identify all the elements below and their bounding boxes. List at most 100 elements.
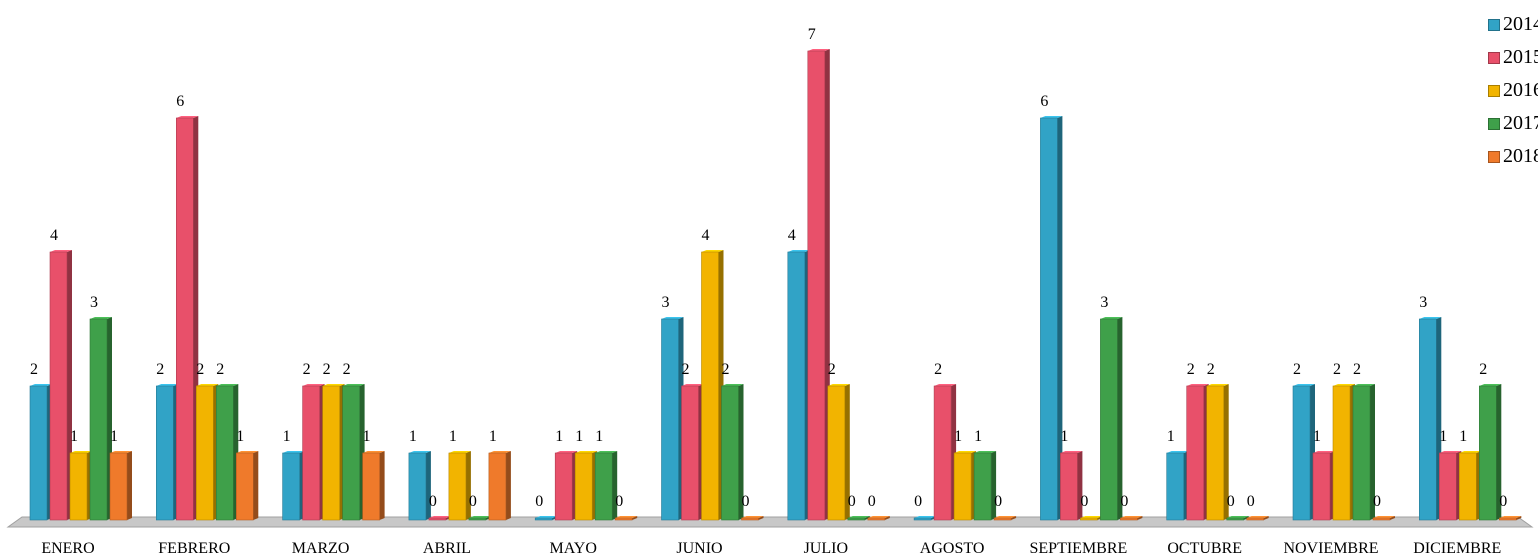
bar-julio-2014 — [787, 250, 810, 521]
data-label: 1 — [575, 428, 583, 445]
legend-label: 2015 — [1503, 46, 1538, 68]
data-label: 0 — [742, 493, 750, 510]
bar-febrero-2015 — [176, 116, 199, 521]
data-label: 0 — [1120, 493, 1128, 510]
bar-julio-2016 — [827, 384, 850, 521]
bar-junio-2016 — [701, 250, 724, 521]
bar-febrero-2017 — [216, 384, 239, 521]
legend-swatch — [1488, 150, 1500, 163]
bar-diciembre-2014 — [1419, 317, 1442, 521]
bar-febrero-2014 — [156, 384, 179, 521]
x-tick-label: NOVIEMBRE — [1283, 540, 1378, 557]
legend-label: 2014 — [1503, 13, 1538, 35]
bar-noviembre-2018 — [1372, 516, 1395, 521]
data-label: 1 — [1167, 428, 1175, 445]
data-label: 1 — [954, 428, 962, 445]
bar-noviembre-2017 — [1352, 384, 1375, 521]
bar-diciembre-2016 — [1459, 451, 1482, 521]
bar-agosto-2017 — [973, 451, 997, 521]
bar-septiembre-2016 — [1080, 516, 1103, 521]
legend-label: 2018² — [1503, 145, 1538, 167]
data-label: 2 — [196, 361, 204, 378]
bar-enero-2018 — [109, 451, 132, 521]
legend-item: 2015 — [1488, 41, 1538, 74]
data-label: 3 — [1419, 294, 1427, 311]
data-label: 6 — [1040, 93, 1048, 110]
bar-octubre-2017 — [1226, 516, 1249, 521]
bar-marzo-2016 — [322, 384, 345, 521]
legend-swatch — [1488, 18, 1500, 31]
legend-swatch — [1488, 84, 1500, 97]
data-label: 1 — [1313, 428, 1321, 445]
bar-octubre-2014 — [1166, 451, 1189, 521]
data-label: 1 — [409, 428, 417, 445]
bar-junio-2015 — [681, 384, 704, 521]
bar-diciembre-2017 — [1479, 384, 1502, 521]
data-label: 1 — [489, 428, 497, 445]
legend-item: 2017 — [1488, 107, 1538, 140]
x-tick-label: OCTUBRE — [1167, 540, 1242, 557]
legend-swatch — [1488, 51, 1500, 64]
bar-noviembre-2014 — [1292, 384, 1315, 521]
data-label: 2 — [343, 361, 351, 378]
data-label: 6 — [176, 93, 184, 110]
x-tick-label: DICIEMBRE — [1413, 540, 1501, 557]
data-label: 2 — [1353, 361, 1361, 378]
x-tick-label: ENERO — [41, 540, 94, 557]
data-label: 1 — [1060, 428, 1068, 445]
data-label: 2 — [828, 361, 836, 378]
x-tick-label: AGOSTO — [920, 540, 985, 557]
data-label: 3 — [90, 294, 98, 311]
bar-febrero-2016 — [196, 384, 219, 521]
data-label: 2 — [1479, 361, 1487, 378]
bar-septiembre-2014 — [1040, 116, 1063, 521]
bar-octubre-2018 — [1246, 516, 1269, 521]
bar-octubre-2016 — [1206, 384, 1229, 521]
data-label: 0 — [848, 493, 856, 510]
data-label: 0 — [1499, 493, 1507, 510]
data-label: 0 — [1247, 493, 1255, 510]
legend-item: 2016 — [1488, 74, 1538, 107]
data-label: 0 — [1227, 493, 1235, 510]
x-tick-label: FEBRERO — [158, 540, 230, 557]
legend: 2014 2015 2016 2017 2018² — [1488, 8, 1538, 173]
x-tick-label: JUNIO — [676, 540, 722, 557]
data-label: 1 — [70, 428, 78, 445]
data-label: 1 — [974, 428, 982, 445]
data-label: 1 — [236, 428, 244, 445]
data-label: 1 — [110, 428, 118, 445]
data-label: 1 — [283, 428, 291, 445]
x-tick-label: MARZO — [292, 540, 350, 557]
data-label: 7 — [808, 26, 816, 43]
data-label: 2 — [682, 361, 690, 378]
bar-noviembre-2015 — [1312, 451, 1335, 521]
bar-diciembre-2015 — [1439, 451, 1462, 521]
bar-enero-2016 — [69, 451, 92, 521]
data-label: 2 — [1187, 361, 1195, 378]
bar-junio-2017 — [721, 384, 744, 521]
data-label: 2 — [323, 361, 331, 378]
bar-abril-2018 — [488, 451, 511, 521]
data-label: 4 — [50, 227, 58, 244]
bar-marzo-2015 — [302, 384, 325, 521]
data-label: 0 — [868, 493, 876, 510]
bar-noviembre-2016 — [1332, 384, 1355, 521]
legend-item: 2014 — [1488, 8, 1538, 41]
bar-septiembre-2015 — [1060, 451, 1083, 521]
data-label: 1 — [595, 428, 603, 445]
bar-mayo-2016 — [574, 451, 598, 521]
data-label: 1 — [363, 428, 371, 445]
bar-enero-2015 — [49, 250, 72, 521]
bar-diciembre-2018 — [1499, 516, 1522, 521]
data-label: 1 — [555, 428, 563, 445]
bar-agosto-2015 — [933, 384, 957, 521]
bar-junio-2014 — [661, 317, 684, 521]
bar-junio-2018 — [741, 516, 764, 521]
data-label: 3 — [662, 294, 670, 311]
bar-agosto-2016 — [953, 451, 977, 521]
data-label: 1 — [449, 428, 457, 445]
x-tick-label: ABRIL — [423, 540, 471, 557]
legend-label: 2016 — [1503, 79, 1538, 101]
